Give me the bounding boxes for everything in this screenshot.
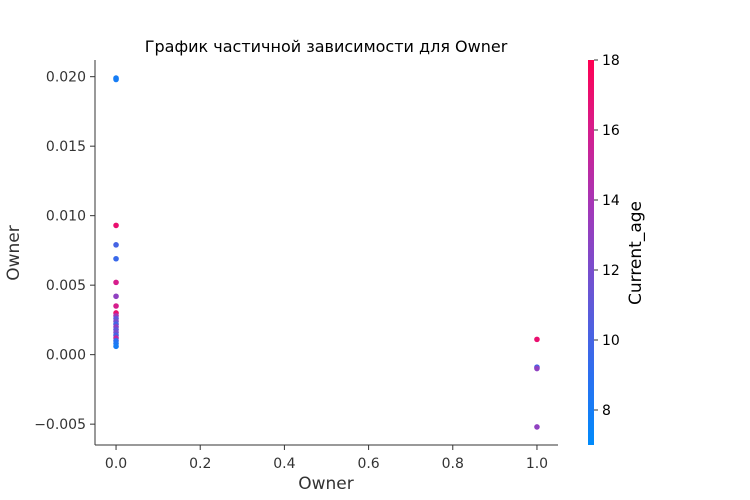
colorbar-ticks: 8 10 12 14 16 18 (594, 53, 620, 419)
y-tick-label: 0.015 (46, 139, 86, 155)
scatter-point (534, 336, 540, 343)
colorbar-tick-label: 10 (602, 333, 620, 349)
y-tick-label: 0.000 (46, 348, 86, 364)
colorbar-tick-label: 14 (602, 193, 620, 209)
scatter-point (113, 293, 119, 300)
x-tick-label: 1.0 (526, 456, 548, 472)
scatter-point (534, 365, 540, 372)
chart-title: График частичной зависимости для Owner (145, 37, 508, 56)
x-tick-label: 0.0 (105, 456, 127, 472)
y-tick-label: 0.010 (46, 209, 86, 225)
colorbar-title: Current_age (626, 201, 646, 305)
colorbar-tick-label: 16 (602, 123, 620, 139)
x-tick-label: 0.6 (357, 456, 379, 472)
y-tick-label: 0.020 (46, 70, 86, 86)
scatter-point (113, 279, 119, 286)
x-tick-label: 0.8 (442, 456, 464, 472)
colorbar-tick-label: 12 (602, 263, 620, 279)
scatter-point (113, 242, 119, 248)
scatter-points (113, 75, 540, 430)
x-tick-label: 0.2 (189, 456, 211, 472)
scatter-point (113, 343, 119, 350)
y-axis-ticks: −0.005 0.000 0.005 0.010 0.015 0.020 (34, 70, 95, 433)
colorbar-tick-label: 8 (602, 403, 611, 419)
colorbar (588, 60, 594, 445)
y-axis-title: Owner (4, 225, 24, 281)
colorbar-tick-label: 18 (602, 53, 620, 69)
x-axis-ticks: 0.0 0.2 0.4 0.6 0.8 1.0 (105, 445, 548, 472)
x-tick-label: 0.4 (273, 456, 295, 472)
y-tick-label: −0.005 (34, 417, 86, 433)
scatter-point (113, 303, 119, 309)
scatter-point (113, 255, 119, 262)
x-axis-title: Owner (298, 474, 354, 494)
y-tick-label: 0.005 (46, 278, 86, 294)
scatter-point (534, 424, 540, 430)
scatter-point (113, 222, 119, 229)
scatter-point (113, 75, 119, 81)
